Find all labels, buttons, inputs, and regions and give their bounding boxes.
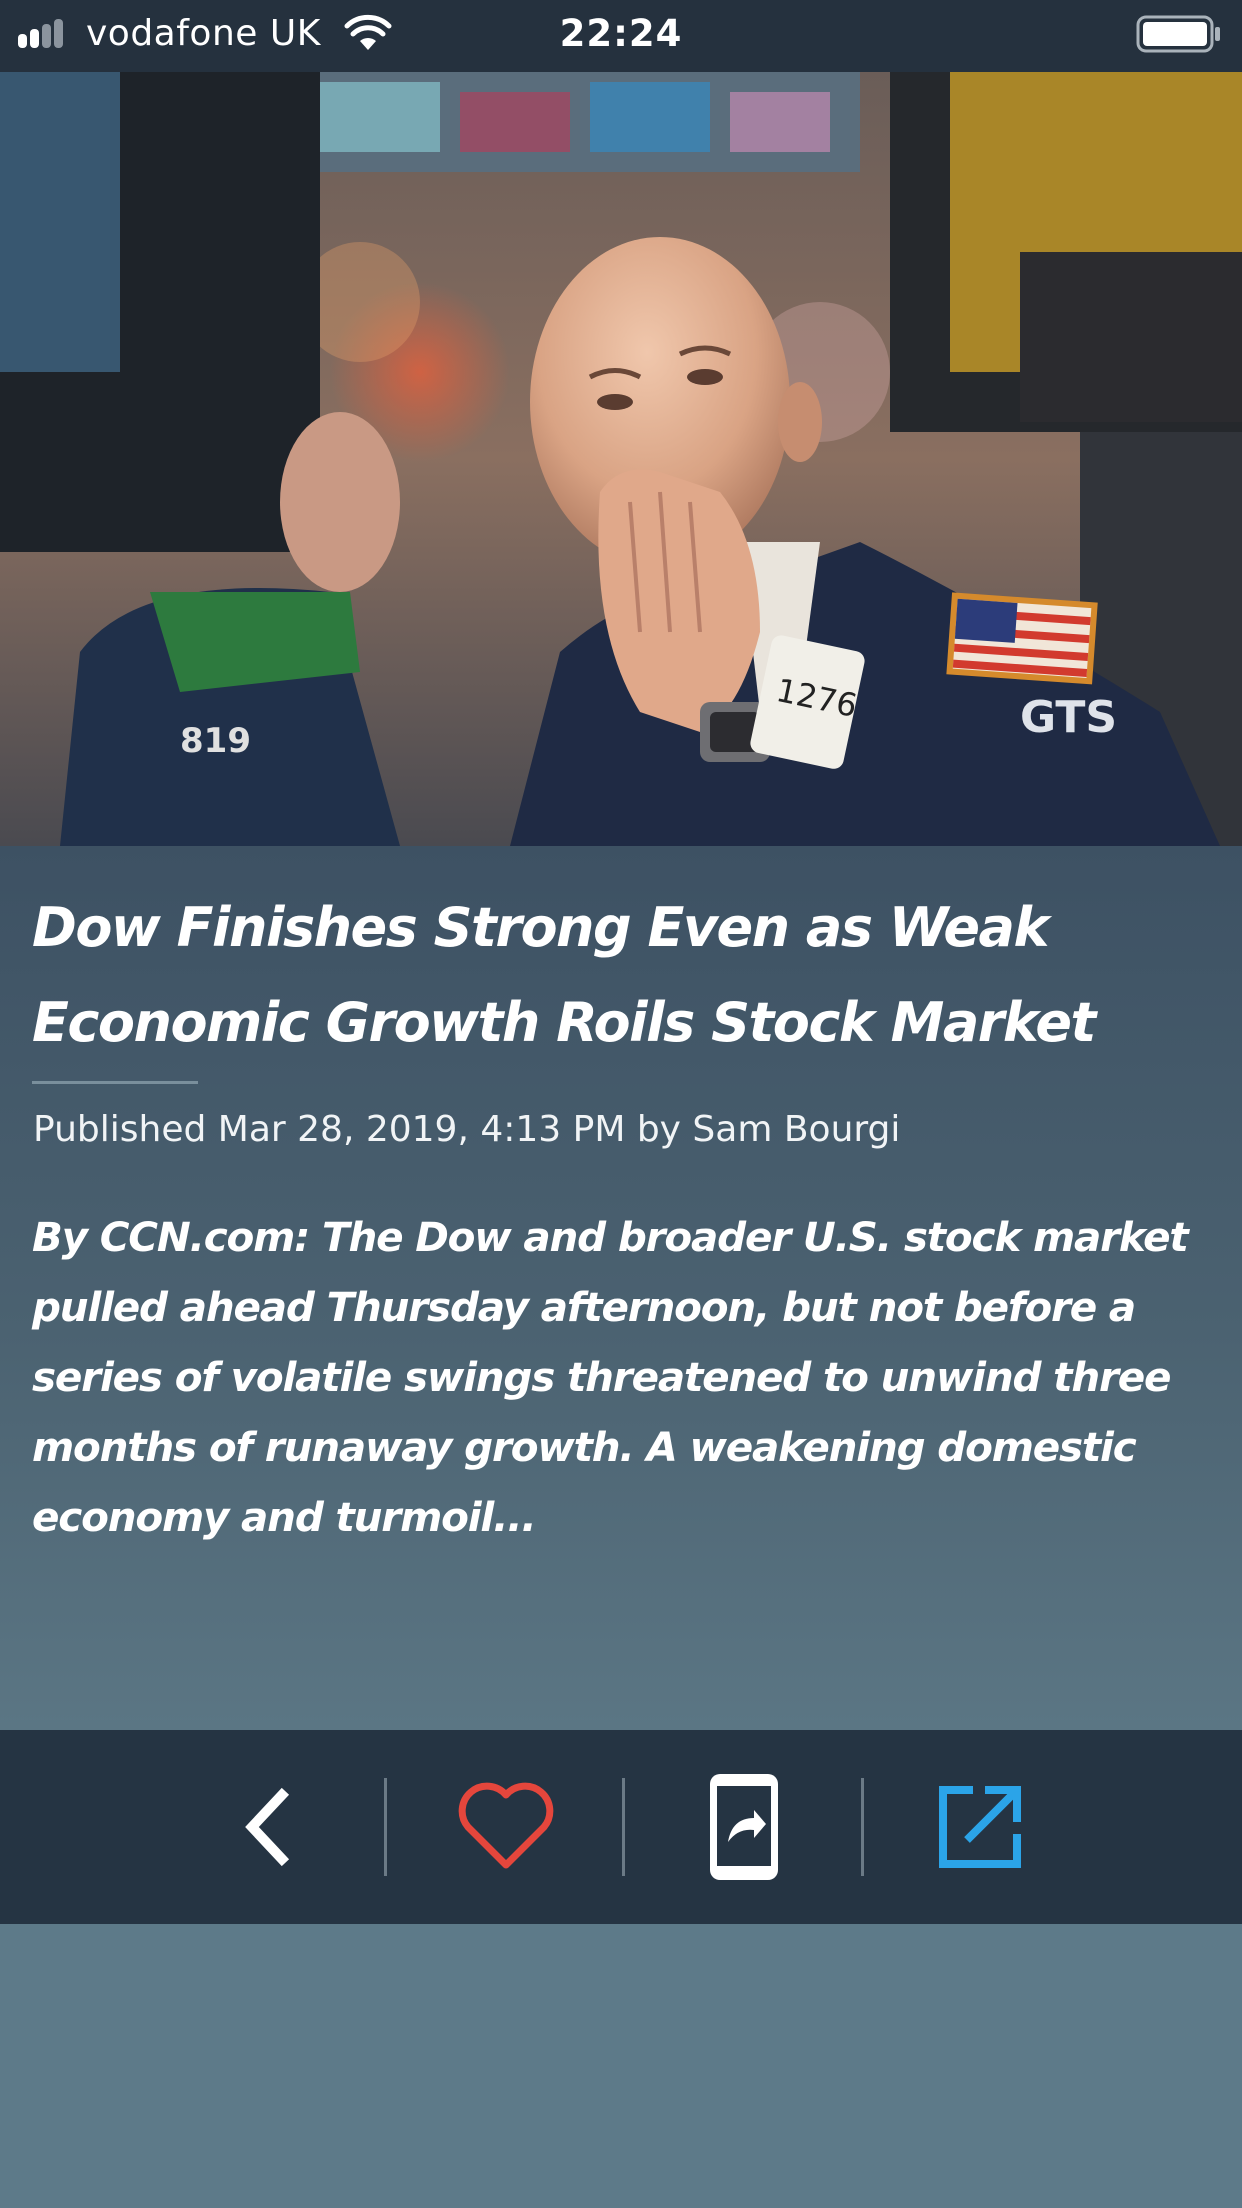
- article-summary: By CCN.com: The Dow and broader U.S. sto…: [32, 1213, 1189, 1541]
- article-photo-illustration: 819 1276 GTS: [0, 72, 1242, 846]
- article-byline: Published Mar 28, 2019, 4:13 PM by Sam B…: [33, 1109, 901, 1150]
- bottom-toolbar: [0, 1730, 1242, 1924]
- battery-full-icon: [1136, 15, 1220, 53]
- open-external-button[interactable]: [930, 1777, 1030, 1877]
- title-divider: [32, 1081, 198, 1084]
- status-time: 22:24: [559, 12, 683, 55]
- signal-bars-icon: [18, 19, 63, 48]
- left-jacket-number: 819: [180, 721, 251, 761]
- article-photo: 819 1276 GTS: [0, 72, 1242, 846]
- toolbar-divider: [622, 1778, 625, 1876]
- article-title: Dow Finishes Strong Even as Weak Economi…: [32, 896, 1096, 1054]
- carrier-name: vodafone UK: [86, 13, 321, 54]
- toolbar-divider: [861, 1778, 864, 1876]
- external-link-icon: [939, 1786, 1021, 1868]
- toolbar-divider: [384, 1778, 387, 1876]
- wifi-icon: [344, 14, 392, 50]
- heart-icon: [458, 1782, 554, 1869]
- status-bar: vodafone UK 22:24: [0, 0, 1242, 72]
- chevron-left-icon: [245, 1787, 290, 1867]
- favorite-button[interactable]: [456, 1777, 556, 1877]
- phone-share-icon: [710, 1774, 778, 1880]
- back-button[interactable]: [218, 1777, 318, 1877]
- article-content: Dow Finishes Strong Even as Weak Economi…: [0, 846, 1242, 1730]
- empty-area: [0, 1924, 1242, 2208]
- share-button[interactable]: [694, 1774, 794, 1880]
- photo-jacket-logo: GTS: [1020, 692, 1117, 743]
